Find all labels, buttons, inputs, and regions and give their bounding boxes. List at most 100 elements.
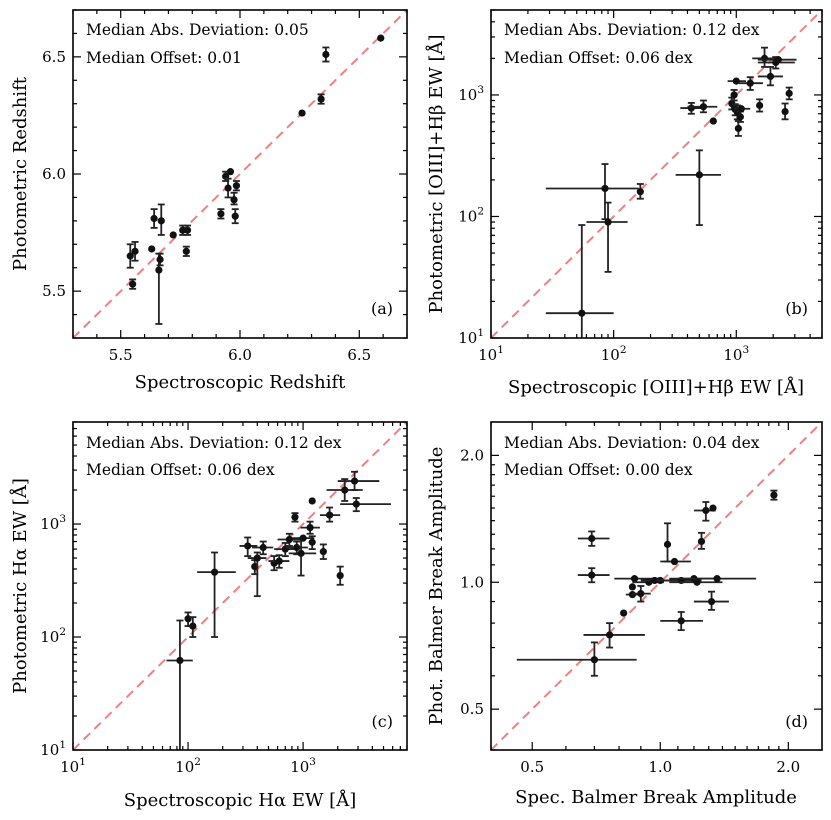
panel-c-label: (c) bbox=[372, 712, 393, 731]
panel-a-point-0 bbox=[126, 252, 134, 260]
panel-d-xtick-label-2: 2.0 bbox=[776, 758, 800, 776]
panel-c: 101 102 103 101 102 103 Median Abs. Deviation… bbox=[9, 421, 408, 811]
panel-c-point-3 bbox=[210, 568, 219, 576]
panel-c-point-13 bbox=[293, 543, 301, 552]
panel-a-xtick-label-1: 6.0 bbox=[228, 346, 252, 364]
panel-d-xlabel: Spec. Balmer Break Amplitude bbox=[515, 787, 797, 808]
panel-a-label: (a) bbox=[371, 299, 393, 318]
panel-d: 0.5 1.0 2.0 0.5 1.0 2.0 Median Abs. Deviation… bbox=[426, 421, 823, 808]
panel-a-point-20 bbox=[317, 95, 325, 103]
panel-d-point-0 bbox=[590, 656, 598, 664]
panel-b-point-16 bbox=[746, 79, 754, 87]
panel-c-point-12 bbox=[291, 513, 299, 521]
panel-d-label: (d) bbox=[785, 712, 808, 731]
panel-d-xtick-label-1: 1.0 bbox=[648, 758, 672, 776]
panel-a-ylabel: Photometric Redshift bbox=[10, 76, 31, 271]
panel-c-ytick-label-1-exponent: 2 bbox=[59, 626, 66, 638]
panel-d-point-3 bbox=[588, 571, 596, 579]
panel-d-point-7 bbox=[630, 575, 639, 583]
panel-d-stat-offset: Median Offset: 0.00 dex bbox=[504, 461, 693, 479]
panel-b-point-11 bbox=[732, 77, 740, 85]
panel-d-point-13 bbox=[670, 557, 679, 566]
panel-d-ytick-label-1: 1.0 bbox=[460, 573, 484, 591]
panel-d-point-18 bbox=[697, 537, 706, 546]
panel-c-point-7 bbox=[259, 543, 267, 552]
panel-a-point-1 bbox=[129, 280, 137, 288]
panel-a-xtick-label-0: 5.5 bbox=[109, 346, 133, 364]
panel-d-point-8 bbox=[637, 589, 645, 598]
panel-a-one-to-one-line bbox=[73, 10, 407, 338]
panel-a-xtick-label-2: 6.5 bbox=[347, 346, 371, 364]
panel-b-point-17 bbox=[756, 101, 764, 110]
panel-c-frame bbox=[72, 421, 408, 751]
panel-a-point-11 bbox=[183, 226, 192, 234]
panel-a-point-10 bbox=[182, 247, 190, 255]
panel-d-point-22 bbox=[713, 575, 721, 583]
panel-a-point-4 bbox=[150, 214, 158, 223]
panel-b-ytick-label-0-exponent: 1 bbox=[477, 327, 484, 339]
panel-b-label: (b) bbox=[785, 299, 808, 318]
panel-c-ytick-label-2: 103 bbox=[40, 513, 66, 533]
panel-b-point-23 bbox=[785, 89, 793, 97]
panel-a-point-15 bbox=[226, 168, 235, 176]
panel-b-point-5 bbox=[687, 104, 695, 112]
panel-b-xtick-label-1-exponent: 2 bbox=[620, 344, 627, 356]
panel-c-xtick-label-0-exponent: 1 bbox=[79, 756, 86, 768]
panel-b-stat-mad: Median Abs. Deviation: 0.12 dex bbox=[504, 21, 760, 39]
panel-d-ytick-label-2: 2.0 bbox=[460, 446, 484, 464]
panel-c-ytick-label-1: 102 bbox=[40, 626, 66, 646]
panel-b-frame bbox=[490, 9, 823, 339]
panel-c-point-9 bbox=[275, 557, 283, 565]
panel-c-point-0 bbox=[176, 656, 184, 665]
panel-d-stat-mad: Median Abs. Deviation: 0.04 dex bbox=[504, 434, 760, 452]
panel-b-stat-offset: Median Offset: 0.06 dex bbox=[504, 49, 693, 67]
panel-d-frame bbox=[490, 421, 823, 751]
panel-c-point-20 bbox=[326, 511, 334, 519]
panel-d-ylabel: Phot. Balmer Break Amplitude bbox=[426, 447, 447, 726]
panel-a-point-12 bbox=[217, 210, 225, 218]
panel-b-xtick-label-0-exponent: 1 bbox=[497, 344, 504, 356]
panel-b-ytick-label-1-exponent: 2 bbox=[477, 205, 484, 217]
panel-b-xtick-label-1: 102 bbox=[601, 344, 627, 364]
panel-b-point-0 bbox=[578, 309, 586, 317]
panel-c-xtick-label-1: 102 bbox=[175, 756, 201, 776]
panel-a-frame bbox=[72, 9, 408, 339]
panel-b: 101 102 103 101 102 103 Median Abs. Deviation… bbox=[425, 9, 823, 398]
panel-b-point-22 bbox=[781, 107, 789, 116]
panel-c-xtick-label-0: 101 bbox=[60, 756, 86, 776]
panel-a-point-3 bbox=[148, 245, 156, 253]
panel-a-point-2 bbox=[131, 247, 139, 255]
panel-d-xtick-label-0: 0.5 bbox=[520, 758, 544, 776]
panel-d-point-20 bbox=[707, 597, 716, 606]
panel-b-xtick-label-0: 101 bbox=[478, 344, 504, 364]
panel-d-point-19 bbox=[702, 506, 710, 515]
panel-a-point-22 bbox=[377, 34, 385, 42]
panel-c-point-21 bbox=[336, 571, 344, 580]
panel-a-point-5 bbox=[155, 266, 163, 274]
panel-c-stat-offset: Median Offset: 0.06 dex bbox=[86, 461, 275, 479]
panel-b-point-18 bbox=[760, 54, 769, 62]
panel-d-point-4 bbox=[620, 609, 628, 617]
panel-b-point-7 bbox=[709, 117, 717, 125]
panel-c-xtick-label-2: 103 bbox=[290, 756, 316, 776]
panel-c-ylabel: Photometric Hα EW [Å] bbox=[9, 478, 31, 694]
panel-c-point-11 bbox=[285, 535, 293, 544]
panel-a-point-17 bbox=[231, 212, 239, 220]
panel-c-point-22 bbox=[341, 486, 349, 494]
panel-d-ytick-label-0: 0.5 bbox=[460, 700, 484, 718]
panel-c-xtick-label-2-exponent: 3 bbox=[309, 756, 316, 768]
panel-c-ytick-label-2-exponent: 3 bbox=[59, 513, 66, 525]
panel-c-xtick-label-1-exponent: 2 bbox=[194, 756, 201, 768]
panel-c-point-2 bbox=[189, 622, 197, 630]
panel-a-point-14 bbox=[224, 184, 232, 192]
panel-d-point-2 bbox=[588, 534, 596, 543]
panel-c-stat-mad: Median Abs. Deviation: 0.12 dex bbox=[86, 434, 342, 452]
panel-c-point-17 bbox=[308, 497, 316, 505]
panel-b-xtick-label-2-exponent: 3 bbox=[742, 344, 749, 356]
panel-c-point-19 bbox=[319, 548, 327, 556]
panel-c-point-23 bbox=[350, 477, 359, 485]
panel-b-point-3 bbox=[636, 188, 644, 196]
panel-b-point-13 bbox=[734, 124, 742, 133]
panel-a-point-21 bbox=[322, 50, 330, 59]
